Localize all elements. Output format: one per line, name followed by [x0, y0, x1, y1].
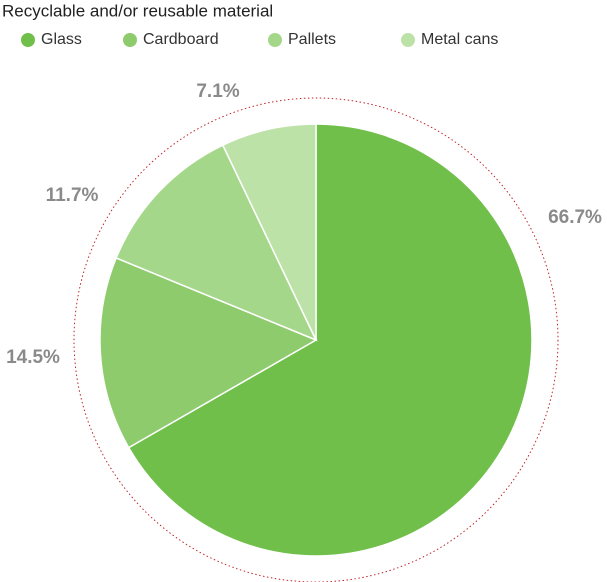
value-label: 66.7% — [548, 207, 602, 228]
chart-title: Recyclable and/or reusable material — [2, 1, 273, 20]
value-label: 14.5% — [6, 347, 60, 368]
legend-label: Cardboard — [143, 31, 219, 48]
legend-label: Metal cans — [421, 31, 498, 48]
legend-swatch — [21, 33, 35, 47]
pie-slice — [221, 123, 317, 341]
value-label: 7.1% — [196, 81, 239, 102]
pie-slice — [127, 123, 533, 557]
value-label: 11.7% — [46, 185, 99, 206]
legend-swatch — [401, 33, 415, 47]
pie-slice — [99, 256, 318, 449]
legend-swatch — [123, 33, 137, 47]
pie-slice — [115, 144, 318, 342]
legend-swatch — [268, 33, 282, 47]
legend-label: Glass — [41, 31, 82, 48]
outline-ring — [73, 97, 559, 582]
legend-label: Pallets — [288, 31, 336, 48]
